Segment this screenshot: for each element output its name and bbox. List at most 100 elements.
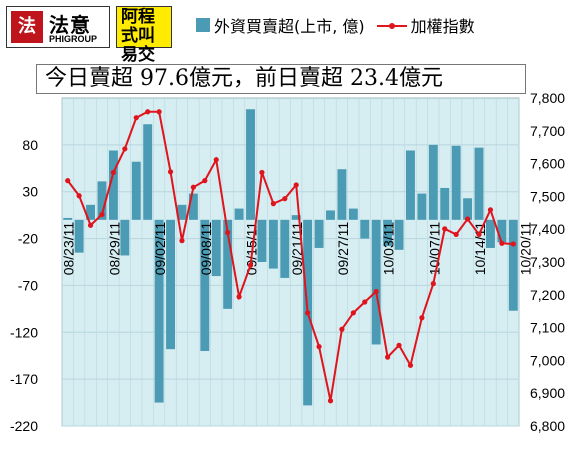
y-right-tick-label: 7,100	[530, 320, 565, 336]
bar	[223, 219, 233, 309]
index-point	[110, 169, 117, 176]
y-right-tick-label: 7,500	[530, 188, 565, 204]
index-point	[327, 398, 334, 404]
bar	[291, 215, 301, 220]
index-point	[87, 222, 94, 228]
index-point	[362, 299, 368, 305]
legend-line-label: 加權指數	[410, 17, 475, 36]
index-point	[145, 109, 151, 115]
bar	[463, 198, 473, 220]
x-tick-label: 09/08/11	[198, 222, 214, 276]
x-tick-label: 08/29/11	[106, 222, 122, 276]
bar	[108, 150, 118, 220]
phigroup-logo: 法 法意 PHIGROUP	[6, 6, 110, 48]
x-tick-label: 08/23/11	[61, 222, 77, 276]
bar	[280, 219, 290, 278]
bar	[406, 150, 415, 220]
y-right-tick-label: 7,200	[530, 287, 565, 303]
index-point	[293, 182, 299, 188]
index-point	[464, 216, 471, 222]
x-tick-label: 10/20/11	[518, 222, 534, 276]
index-point	[442, 226, 448, 232]
x-tick-label: 09/02/11	[152, 222, 168, 276]
bar	[383, 219, 393, 247]
y-left-tick-label: -170	[10, 371, 38, 387]
bar	[154, 219, 164, 403]
index-point	[487, 207, 494, 213]
bar	[234, 208, 244, 220]
bar	[63, 217, 73, 220]
y-right-tick-label: 7,000	[530, 352, 565, 368]
bar	[200, 219, 210, 352]
index-point	[122, 146, 128, 152]
index-point	[99, 211, 105, 218]
x-tick-label: 09/15/11	[244, 222, 260, 276]
y-left-tick-label: 80	[22, 137, 38, 153]
bar	[337, 169, 347, 220]
y-left-tick-label: -20	[18, 231, 38, 247]
y-left-tick-label: -120	[10, 324, 38, 340]
bar	[348, 208, 358, 220]
index-point	[316, 344, 322, 350]
index-point	[385, 354, 391, 360]
index-point	[499, 240, 505, 246]
index-point	[156, 109, 162, 115]
bar	[394, 219, 404, 250]
index-point	[305, 310, 311, 316]
bar	[485, 219, 495, 248]
bar	[268, 219, 278, 269]
bar	[74, 219, 84, 253]
y-right-tick-label: 7,800	[530, 90, 565, 106]
summary-box: 今日賣超 97.6億元，前日賣超 23.4億元	[36, 64, 526, 94]
bar	[188, 193, 198, 220]
index-point	[190, 184, 196, 190]
bar	[360, 219, 370, 239]
index-point	[236, 294, 242, 300]
y-left-tick-label: -70	[18, 277, 38, 293]
index-point	[213, 157, 219, 163]
bar	[326, 210, 335, 220]
bar	[131, 161, 141, 220]
index-point	[65, 178, 71, 184]
bar	[177, 204, 187, 220]
bar	[440, 187, 450, 220]
bar	[97, 181, 107, 220]
y-left-tick-label: -220	[10, 418, 38, 434]
index-point	[510, 241, 516, 247]
bar	[246, 109, 255, 220]
bar	[120, 219, 130, 256]
index-point	[167, 169, 174, 175]
chart-legend: 外資買賣超(上市, 億) 加權指數	[196, 10, 475, 40]
index-point	[225, 229, 231, 236]
phigroup-logo-subtitle: PHIGROUP	[49, 34, 98, 44]
bar	[86, 204, 96, 220]
y-right-tick-label: 6,900	[530, 385, 565, 401]
y-right-tick-label: 7,300	[530, 254, 565, 270]
program-trading-logo-text: 阿程式叫易交	[121, 7, 155, 65]
index-point	[259, 169, 265, 176]
bar	[497, 219, 507, 243]
bar	[474, 147, 484, 220]
y-right-tick-label: 7,600	[530, 156, 565, 172]
bar	[451, 145, 461, 220]
bar	[143, 124, 153, 220]
bar	[428, 144, 438, 220]
index-point	[247, 262, 254, 268]
legend-line-swatch	[376, 18, 407, 32]
phigroup-logo-name: 法意	[49, 13, 91, 37]
index-point	[350, 310, 356, 316]
y-right-tick-label: 7,700	[530, 123, 565, 139]
index-point	[407, 362, 414, 368]
index-line	[66, 110, 514, 401]
bar	[508, 219, 518, 311]
legend-bar-label: 外資買賣超(上市, 億)	[214, 17, 365, 36]
index-point	[270, 201, 276, 207]
bar	[314, 219, 324, 248]
index-point	[179, 238, 185, 244]
index-point	[476, 231, 482, 238]
index-point	[202, 178, 208, 184]
summary-text: 今日賣超 97.6億元，前日賣超 23.4億元	[45, 66, 443, 91]
index-point	[396, 342, 402, 348]
bar	[211, 219, 221, 277]
